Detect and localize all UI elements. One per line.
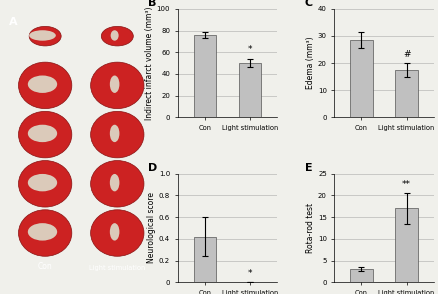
Ellipse shape bbox=[18, 111, 72, 158]
Ellipse shape bbox=[28, 223, 57, 240]
Text: **: ** bbox=[402, 180, 411, 189]
Text: Con: Con bbox=[38, 262, 53, 271]
Y-axis label: Indirect infarct volume (mm³): Indirect infarct volume (mm³) bbox=[145, 6, 154, 120]
Ellipse shape bbox=[91, 161, 144, 207]
Text: A: A bbox=[9, 17, 18, 27]
Ellipse shape bbox=[29, 26, 61, 46]
Ellipse shape bbox=[111, 30, 119, 41]
Ellipse shape bbox=[28, 125, 57, 142]
Ellipse shape bbox=[18, 62, 72, 108]
Bar bbox=[194, 237, 216, 282]
Ellipse shape bbox=[18, 161, 72, 207]
Text: E: E bbox=[305, 163, 312, 173]
Y-axis label: Neurological score: Neurological score bbox=[147, 193, 156, 263]
Bar bbox=[396, 70, 418, 117]
Ellipse shape bbox=[18, 210, 72, 256]
Bar bbox=[350, 269, 373, 282]
Ellipse shape bbox=[28, 174, 57, 191]
Text: *: * bbox=[247, 269, 252, 278]
Ellipse shape bbox=[29, 30, 56, 41]
Ellipse shape bbox=[110, 125, 120, 142]
Bar bbox=[194, 35, 216, 117]
Ellipse shape bbox=[110, 174, 120, 191]
Ellipse shape bbox=[110, 223, 120, 240]
Text: D: D bbox=[148, 163, 157, 173]
Bar bbox=[350, 40, 373, 117]
Ellipse shape bbox=[110, 76, 120, 93]
Ellipse shape bbox=[91, 210, 144, 256]
Y-axis label: Rota-rod test: Rota-rod test bbox=[306, 203, 315, 253]
Bar bbox=[239, 63, 261, 117]
Ellipse shape bbox=[101, 26, 133, 46]
Ellipse shape bbox=[28, 76, 57, 93]
Text: B: B bbox=[148, 0, 156, 8]
Ellipse shape bbox=[91, 111, 144, 158]
Text: C: C bbox=[305, 0, 313, 8]
Text: Light stimulation: Light stimulation bbox=[89, 265, 145, 271]
Y-axis label: Edema (mm³): Edema (mm³) bbox=[306, 37, 315, 89]
Text: #: # bbox=[403, 50, 410, 59]
Bar bbox=[396, 208, 418, 282]
Ellipse shape bbox=[91, 62, 144, 108]
Text: *: * bbox=[247, 45, 252, 54]
